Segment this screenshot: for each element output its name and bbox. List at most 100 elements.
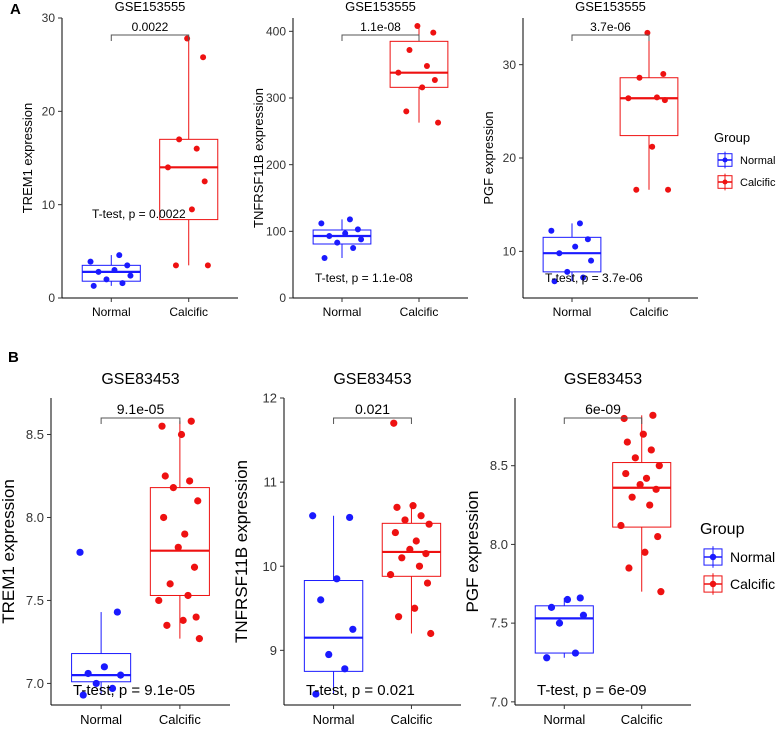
- y-tick-label: 20: [503, 151, 517, 165]
- data-point: [403, 108, 410, 115]
- y-tick-label: 12: [263, 391, 277, 406]
- data-point: [341, 665, 349, 673]
- significance-bracket: [341, 34, 420, 41]
- y-axis-label: PGF expression: [481, 111, 496, 204]
- data-point: [127, 272, 134, 279]
- y-tick-label: 7.0: [26, 676, 44, 691]
- data-point: [588, 257, 595, 264]
- data-point: [116, 252, 123, 259]
- box: [534, 605, 594, 654]
- data-point: [401, 516, 409, 524]
- y-tick-label: 7.0: [490, 694, 508, 709]
- data-point: [584, 236, 591, 243]
- y-tick-label: 30: [42, 11, 56, 25]
- data-point: [195, 635, 203, 643]
- data-point: [417, 512, 425, 520]
- data-point: [419, 84, 426, 91]
- data-point: [111, 267, 118, 273]
- data-point: [654, 532, 662, 541]
- legend-item-label: Normal: [730, 549, 775, 565]
- data-point: [119, 280, 126, 287]
- ttest-label: T-test, p = 6e-09: [537, 682, 647, 699]
- data-point: [647, 446, 655, 454]
- y-axis-label: TREM1 expression: [20, 103, 35, 214]
- y-tick-label: 20: [42, 105, 56, 119]
- data-point: [622, 469, 630, 478]
- data-point: [333, 575, 341, 583]
- ttest-label: T-test, p = 1.1e-08: [315, 271, 413, 285]
- charts-layer: 0 10 20 30 Normal Calcific GSE153555 TREM1 expr…: [0, 0, 698, 727]
- significance-bracket: [571, 34, 650, 41]
- data-point: [193, 145, 200, 152]
- data-point: [177, 430, 186, 439]
- data-point: [349, 625, 357, 633]
- data-point: [660, 71, 667, 77]
- data-point: [649, 411, 657, 419]
- data-point: [176, 136, 183, 143]
- chart-title: GSE153555: [345, 0, 416, 14]
- box: [159, 138, 219, 221]
- box: [71, 653, 132, 683]
- data-point: [393, 503, 401, 511]
- data-point: [179, 616, 187, 624]
- ttest-label: T-test, p = 0.021: [306, 682, 415, 699]
- data-point: [652, 485, 660, 493]
- data-point: [321, 255, 328, 261]
- data-point: [422, 550, 430, 558]
- y-axis-label: PGF expression: [463, 491, 482, 613]
- data-point: [358, 236, 365, 243]
- data-point: [103, 276, 110, 283]
- data-point: [641, 548, 649, 556]
- data-point: [649, 143, 656, 150]
- y-tick-label: 7.5: [26, 593, 44, 608]
- data-point: [184, 591, 192, 600]
- y-tick-label: 200: [266, 158, 286, 172]
- y-tick-label: 300: [266, 91, 286, 105]
- data-point: [108, 684, 117, 693]
- chart-title: GSE83453: [564, 371, 642, 388]
- data-point: [406, 545, 414, 553]
- box: [619, 77, 679, 137]
- data-point: [625, 95, 632, 102]
- legend-item-label: Calcific: [740, 177, 776, 189]
- data-point: [636, 74, 643, 81]
- data-point: [317, 596, 325, 604]
- legend-item-calcific: Calcific: [717, 173, 776, 191]
- legend-key-dot: [709, 553, 717, 561]
- series-calcific: [389, 23, 449, 126]
- data-point: [653, 94, 660, 101]
- pvalue-label: 0.0022: [132, 20, 169, 34]
- chart-5: 9 10 11 12 Normal Calcific GSE83453 TNFRSF11B e…: [232, 371, 461, 727]
- significance-bracket: [100, 417, 181, 424]
- y-tick-label: 400: [266, 25, 286, 39]
- data-point: [354, 226, 361, 233]
- significance-bracket: [110, 34, 190, 41]
- chart-1: 0 10 20 30 Normal Calcific GSE153555 TREM1 expr…: [20, 0, 238, 319]
- y-tick-label: 9: [270, 643, 277, 658]
- data-point: [174, 543, 182, 551]
- data-point: [556, 250, 563, 257]
- data-point: [325, 650, 333, 659]
- data-point: [425, 520, 433, 528]
- y-tick-label: 8.0: [26, 510, 44, 525]
- ttest-label: T-test, p = 0.0022: [92, 207, 186, 221]
- data-point: [166, 580, 174, 588]
- x-tick-label: Calcific: [630, 305, 669, 319]
- data-point: [194, 497, 202, 505]
- data-point: [394, 613, 403, 621]
- panel-label-b: B: [8, 349, 19, 366]
- data-point: [124, 262, 131, 269]
- data-point: [181, 530, 189, 538]
- box: [612, 462, 672, 528]
- y-tick-label: 8.5: [26, 427, 44, 442]
- data-point: [625, 564, 633, 572]
- data-point: [564, 268, 571, 275]
- legend-key-dot: [722, 157, 728, 163]
- data-point: [190, 563, 199, 571]
- data-point: [76, 548, 84, 556]
- data-point: [84, 669, 92, 678]
- data-point: [576, 220, 583, 227]
- x-tick-label: Calcific: [390, 712, 432, 727]
- data-point: [423, 63, 430, 69]
